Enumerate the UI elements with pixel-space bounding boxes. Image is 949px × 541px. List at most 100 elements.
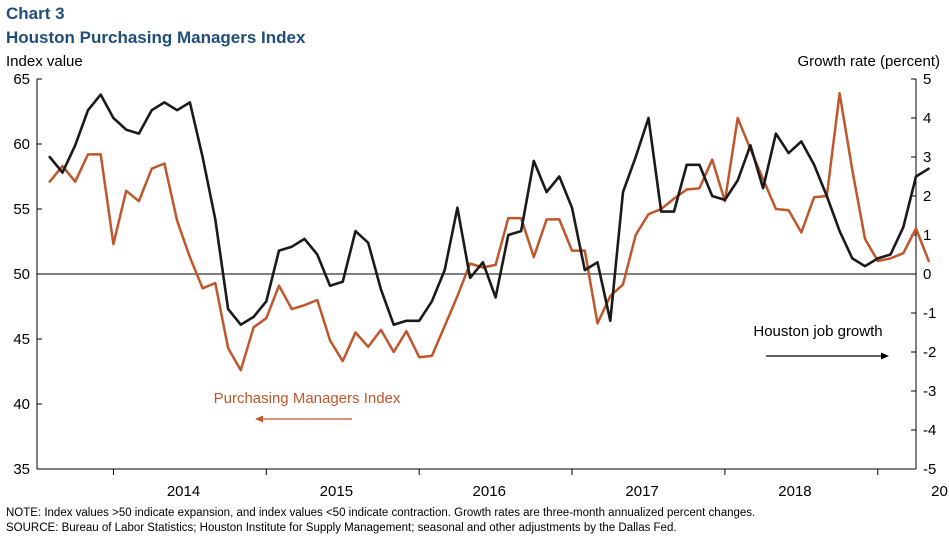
pmi-point — [303, 304, 306, 306]
pmi-point — [775, 208, 777, 210]
job-growth-point — [138, 133, 140, 135]
pmi-point — [851, 169, 853, 171]
job-growth-point — [800, 140, 802, 142]
right-tick-label: 5 — [923, 71, 931, 88]
pmi-point — [189, 256, 191, 258]
pmi-point — [839, 92, 841, 94]
pmi-point — [622, 283, 624, 285]
left-tick-label: 65 — [13, 71, 30, 88]
pmi-point — [495, 264, 497, 266]
pmi-point — [214, 282, 216, 284]
pmi-point — [698, 187, 701, 189]
pmi-point — [227, 347, 229, 349]
job-growth-point — [737, 179, 739, 181]
job-growth-point — [902, 226, 904, 228]
right-tick-label: -4 — [923, 422, 936, 439]
pmi-point — [405, 330, 407, 332]
right-tick-label: 2 — [923, 188, 931, 205]
pmi-point — [647, 213, 650, 215]
pmi-line — [48, 92, 930, 372]
pmi-point — [686, 188, 688, 191]
pmi-point — [533, 256, 535, 258]
pmi-point — [877, 260, 879, 262]
pmi-point — [609, 295, 611, 297]
job-growth-point — [163, 101, 165, 103]
job-growth-point — [303, 238, 306, 240]
pmi-point — [202, 287, 204, 289]
job-growth-point — [74, 144, 76, 146]
left-tick-label: 55 — [13, 201, 30, 218]
job-growth-point — [826, 195, 828, 197]
job-growth-point — [596, 261, 599, 263]
job-growth-point — [61, 172, 64, 174]
left-tick-label: 60 — [13, 136, 30, 153]
pmi-series-label: Purchasing Managers Index — [214, 390, 401, 407]
pmi-arrow — [255, 415, 352, 423]
job-growth-point — [49, 156, 51, 158]
job-growth-point — [724, 199, 726, 201]
job-growth-point — [928, 168, 930, 170]
pmi-point — [354, 331, 357, 334]
job-growth-point — [202, 156, 204, 158]
x-tick-label: 2018 — [778, 483, 811, 500]
job-growth-point — [533, 160, 535, 162]
left-tick-label: 40 — [13, 396, 30, 413]
job-growth-point — [329, 285, 331, 287]
series-layer — [48, 92, 930, 372]
job-growth-point — [354, 230, 357, 232]
pmi-point — [889, 257, 892, 259]
job-growth-point — [456, 207, 458, 209]
pmi-point — [800, 231, 802, 233]
pmi-point — [112, 243, 114, 245]
pmi-point — [482, 266, 484, 269]
pmi-point — [265, 317, 267, 319]
pmi-point — [163, 162, 165, 165]
job-growth-point — [316, 253, 318, 256]
job-growth-point — [635, 156, 637, 158]
job-growth-line — [48, 93, 930, 326]
pmi-point — [520, 217, 522, 219]
left-tick-label: 50 — [13, 266, 30, 283]
job-growth-point — [253, 316, 255, 318]
series-job-growth — [48, 93, 930, 326]
right-tick-label: 0 — [923, 266, 931, 283]
pmi-point — [902, 252, 904, 254]
right-tick-label: -1 — [923, 305, 936, 322]
job-growth-point — [367, 242, 369, 244]
job-growth-point — [673, 211, 675, 213]
job-growth-point — [889, 253, 892, 256]
job-growth-point — [482, 261, 484, 263]
job-growth-point — [839, 230, 841, 232]
job-arrow — [766, 352, 889, 360]
footnote-note: NOTE: Index values >50 indicate expansio… — [6, 507, 755, 519]
job-growth-point — [176, 109, 178, 111]
job-growth-point — [609, 320, 611, 322]
pmi-point — [87, 153, 89, 155]
pmi-point — [151, 168, 153, 170]
job-growth-point — [393, 324, 395, 326]
job-growth-point — [686, 164, 688, 166]
pmi-point — [558, 218, 560, 220]
job-growth-point — [647, 117, 650, 119]
pmi-point — [635, 234, 637, 236]
job-growth-point — [214, 218, 216, 220]
pmi-point — [431, 355, 433, 357]
right-axis-ticks: -5 -4 -3 -2 -1 0 1 2 3 4 5 — [911, 71, 936, 478]
pmi-point — [138, 200, 140, 202]
pmi-point — [456, 295, 458, 297]
pmi-point — [61, 165, 64, 167]
job-growth-point — [546, 191, 548, 193]
footnote-source: SOURCE: Bureau of Labor Statistics; Hous… — [6, 522, 677, 534]
pmi-point — [584, 250, 586, 252]
right-axis-title: Growth rate (percent) — [797, 53, 940, 70]
pmi-point — [291, 308, 293, 310]
pmi-point — [253, 326, 255, 328]
job-growth-point — [444, 269, 446, 271]
job-growth-point — [112, 117, 114, 119]
pmi-point — [278, 285, 280, 287]
job-growth-point — [507, 234, 509, 236]
job-growth-point — [915, 175, 917, 178]
job-growth-point — [495, 296, 497, 298]
right-tick-label: -3 — [923, 383, 936, 400]
